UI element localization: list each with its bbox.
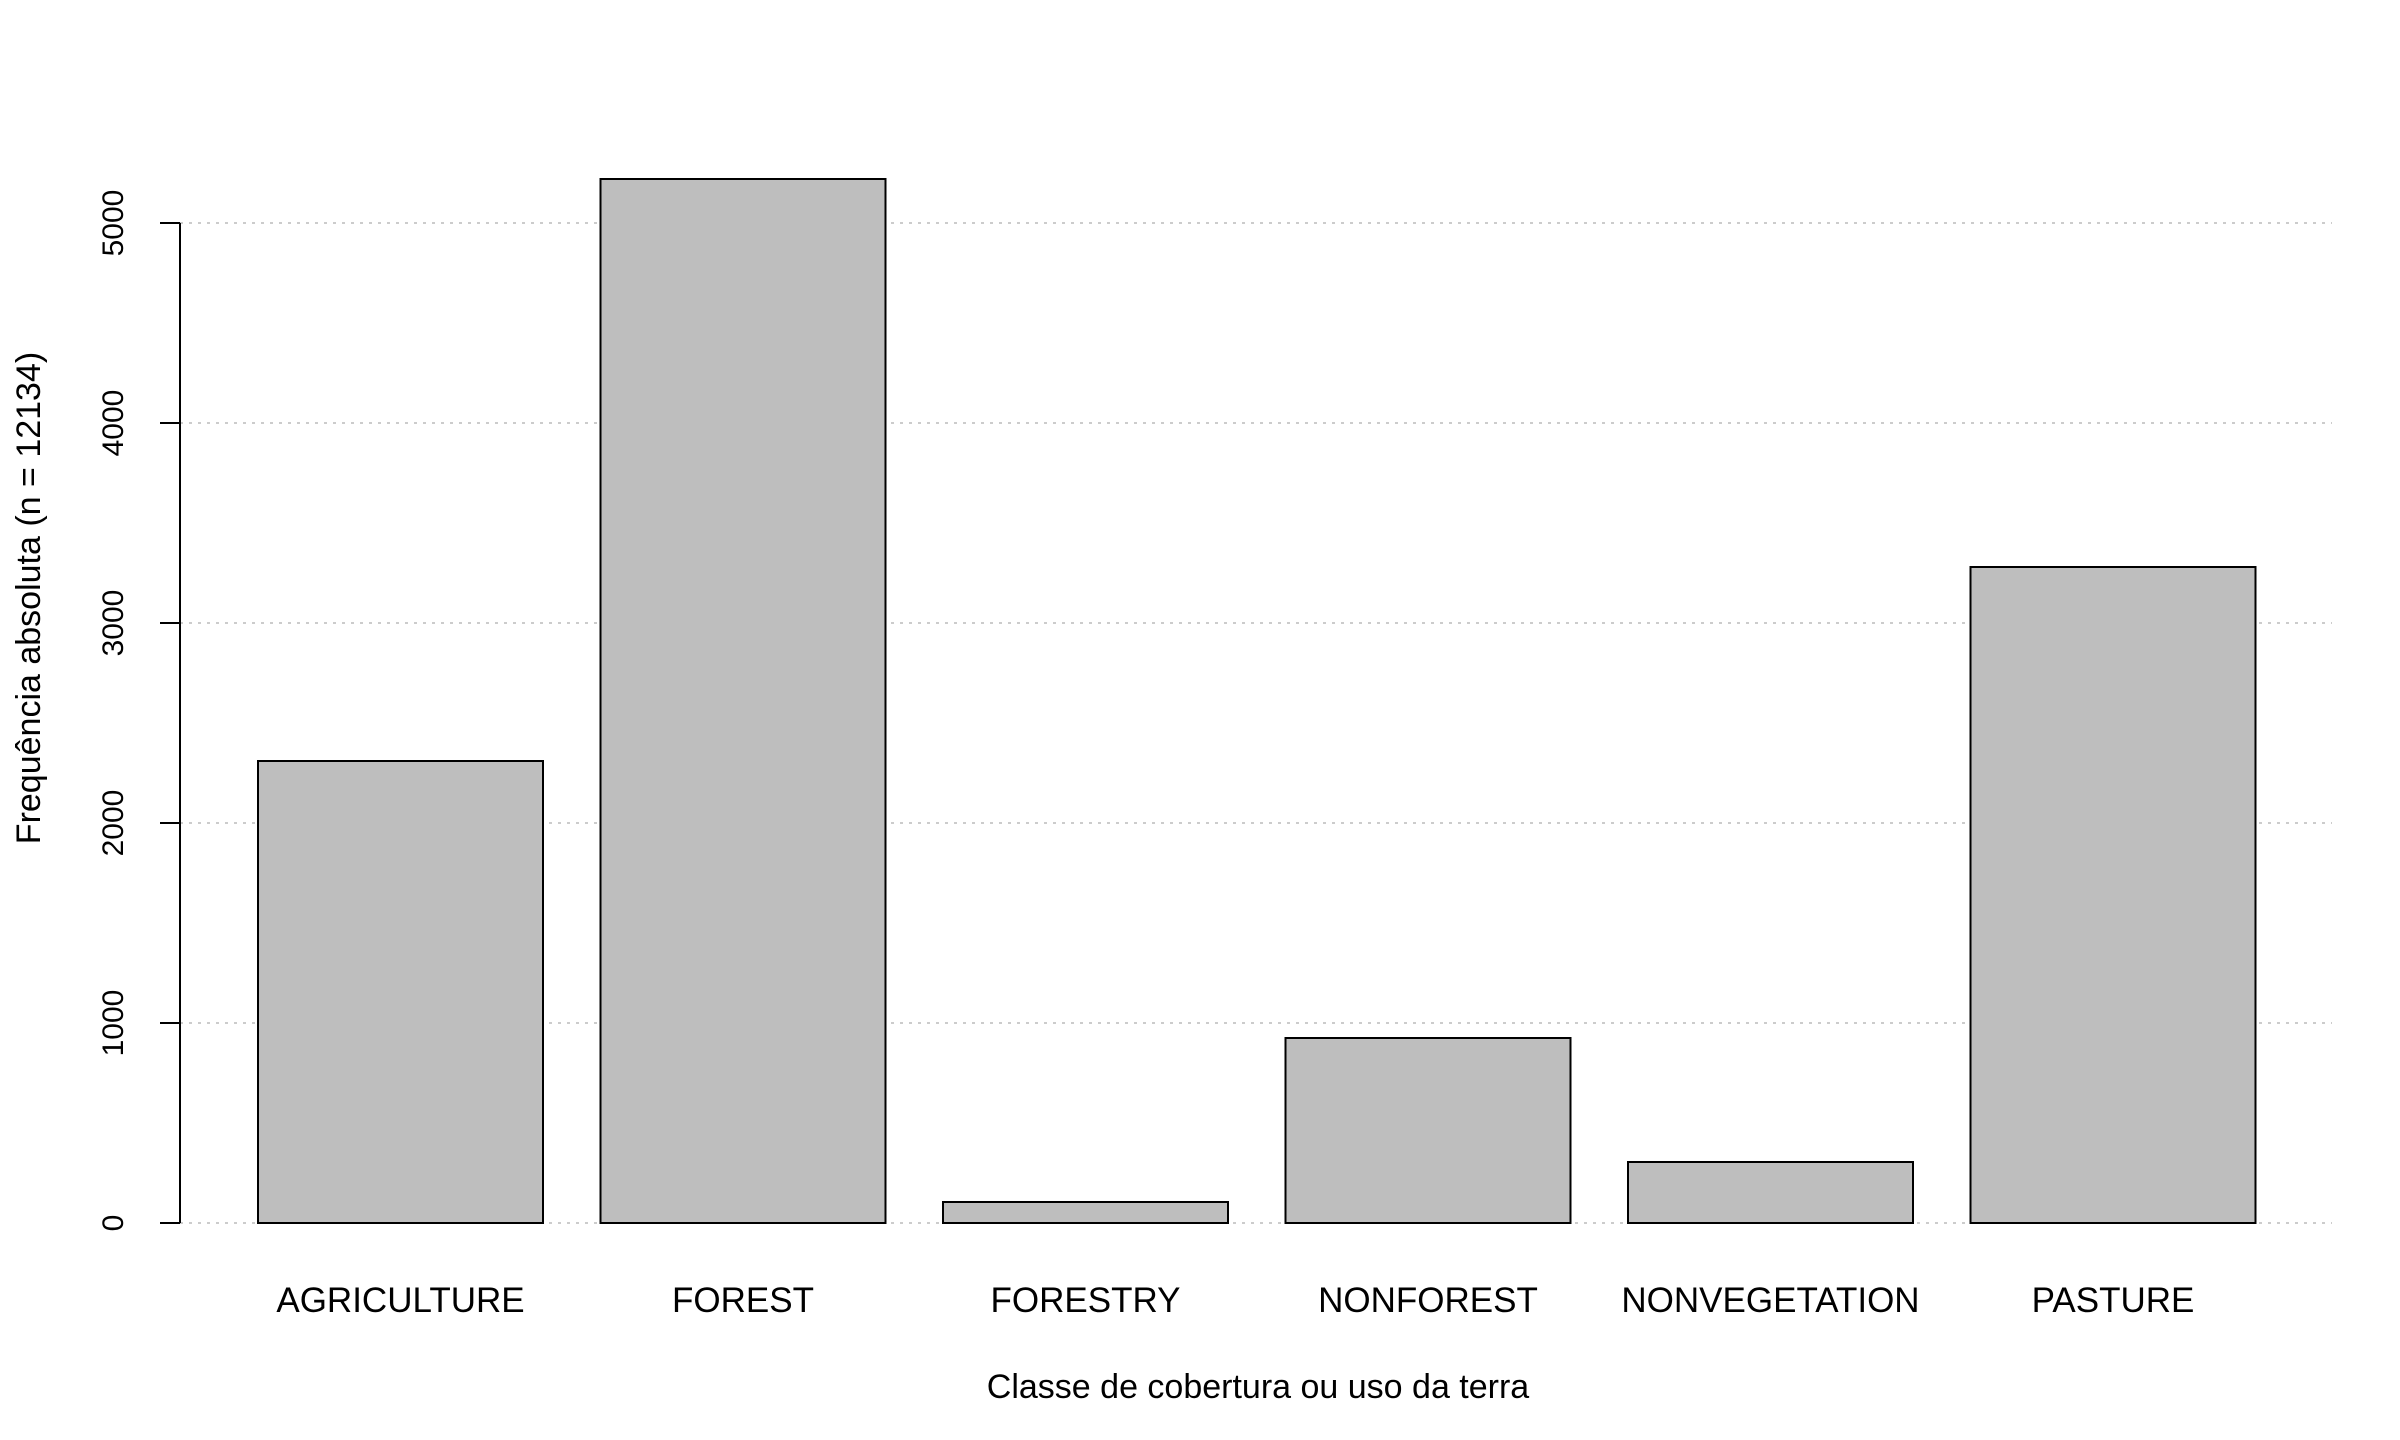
bar-pasture <box>1969 566 2257 1224</box>
category-label: AGRICULTURE <box>276 1281 524 1320</box>
category-label: NONFOREST <box>1318 1281 1538 1320</box>
bars <box>257 178 2257 1224</box>
bar-agriculture <box>257 760 544 1224</box>
y-tick-label: 2000 <box>97 790 130 857</box>
category-label: NONVEGETATION <box>1621 1281 1919 1320</box>
bar-nonvegetation <box>1627 1161 1914 1224</box>
category-label: FORESTRY <box>991 1281 1181 1320</box>
y-tick-label: 4000 <box>97 390 130 457</box>
category-label: FOREST <box>672 1281 814 1320</box>
y-tick-label: 1000 <box>97 990 130 1057</box>
bar-nonforest <box>1284 1037 1572 1224</box>
y-tick-label: 0 <box>97 1215 130 1232</box>
y-tick-label: 3000 <box>97 590 130 657</box>
y-axis: 0 1000 2000 3000 4000 5000 <box>97 190 181 1232</box>
y-tick-label: 5000 <box>97 190 130 257</box>
y-axis-title: Frequência absoluta (n = 12134) <box>10 352 48 844</box>
category-label: PASTURE <box>2032 1281 2195 1320</box>
category-labels: AGRICULTURE FOREST FORESTRY NONFOREST NONVEG… <box>276 1281 2194 1320</box>
bar-forest <box>599 178 887 1224</box>
bar-forestry <box>942 1201 1229 1224</box>
x-axis-title: Classe de cobertura ou uso da terra <box>987 1368 1530 1406</box>
